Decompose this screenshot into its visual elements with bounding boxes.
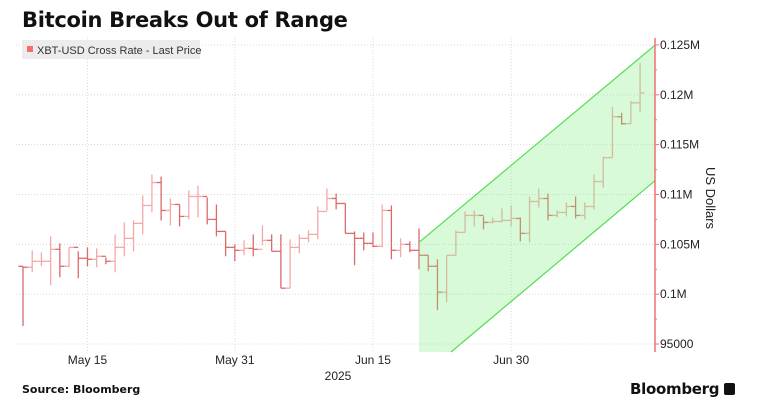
ohlc-bar: [82, 247, 93, 267]
ohlc-bar: [257, 225, 268, 250]
y-tick-label: 0.125M: [660, 38, 700, 52]
ohlc-bar: [626, 100, 636, 125]
ohlc-bar: [276, 234, 286, 289]
ohlc-bar: [184, 190, 194, 220]
legend-label: XBT-USD Cross Rate - Last Price: [37, 45, 201, 57]
ohlc-bar: [432, 259, 443, 311]
ohlc-bar: [174, 203, 185, 227]
ohlc-bar: [469, 210, 479, 227]
ohlc-bar: [211, 204, 222, 237]
ohlc-bar: [221, 230, 231, 257]
ohlc-bar: [561, 202, 571, 217]
ohlc-bar: [598, 156, 608, 188]
ohlc-bar: [534, 188, 544, 208]
ohlc-bar: [303, 230, 314, 243]
ohlc-bar: [478, 214, 489, 230]
ohlc-bar: [635, 62, 645, 112]
ohlc-bar: [580, 202, 590, 220]
ohlc-bar: [73, 246, 83, 279]
ohlc-bar: [524, 196, 535, 243]
y-tick-label: 0.11M: [660, 188, 692, 202]
ohlc-bar: [340, 202, 350, 235]
bloomberg-logo: Bloomberg: [630, 380, 736, 398]
ohlc-bar: [110, 234, 120, 273]
ohlc-bar: [359, 232, 369, 251]
ohlc-bar: [607, 106, 618, 159]
ohlc-bar: [313, 206, 323, 240]
ohlc-bar: [506, 205, 516, 227]
ohlc-bar: [460, 211, 470, 234]
ohlc-bar: [248, 234, 258, 257]
channel-fill: [419, 45, 655, 352]
ohlc-bar: [156, 176, 166, 221]
chart-title: Bitcoin Breaks Out of Range: [22, 8, 348, 32]
x-tick-label: May 31: [215, 353, 255, 367]
ohlc-bar: [515, 217, 525, 242]
ohlc-bar: [322, 188, 332, 213]
y-axis-label: US Dollars: [703, 167, 718, 230]
y-tick-label: 0.115M: [660, 138, 699, 152]
ohlc-bar: [423, 254, 433, 272]
ohlc-bar: [617, 112, 627, 125]
ohlc-bar: [497, 208, 507, 223]
y-tick-label: 0.12M: [660, 88, 693, 102]
channel-lower-line: [450, 180, 656, 353]
ohlc-bar: [368, 232, 378, 248]
ohlc-bar: [285, 239, 295, 289]
ohlc-bar: [202, 195, 212, 225]
brand-name: Bloomberg: [630, 380, 720, 398]
y-tick-label: 0.1M: [660, 287, 687, 301]
ohlc-bar: [396, 238, 406, 258]
ohlc-bar: [55, 243, 65, 278]
y-tick-label: 0.105M: [660, 237, 700, 251]
ohlc-bar: [377, 204, 387, 248]
ohlc-bar: [349, 231, 360, 266]
ohlc-bar: [193, 185, 203, 218]
ohlc-bar: [451, 230, 461, 256]
bloomberg-chart-icon: [724, 383, 736, 395]
ohlc-bar: [405, 241, 415, 253]
ohlc-bar: [128, 220, 139, 252]
ohlc-bar: [101, 255, 111, 265]
ohlc-bar: [46, 236, 56, 286]
x-axis-year: 2025: [325, 369, 352, 383]
ohlc-bar: [589, 174, 599, 210]
legend: XBT-USD Cross Rate - Last Price: [22, 40, 201, 59]
ohlc-bar: [414, 228, 424, 270]
ohlc-bar: [552, 210, 562, 218]
ohlc-bar: [165, 198, 175, 226]
source-note: Source: Bloomberg: [22, 383, 141, 396]
ohlc-bar: [147, 174, 157, 213]
ohlc-bar: [239, 240, 249, 256]
ohlc-bar: [331, 193, 341, 210]
x-tick-label: Jun 15: [355, 353, 391, 367]
ohlc-bar: [230, 244, 240, 262]
ohlc-bar: [442, 254, 452, 303]
ohlc-bar: [386, 205, 396, 260]
ohlc-bar: [543, 193, 553, 221]
legend-box: [22, 40, 200, 59]
ohlc-bar: [488, 217, 498, 224]
x-tick-label: May 15: [68, 353, 108, 367]
ohlc-bar: [119, 222, 129, 257]
ohlc-bar: [294, 234, 304, 254]
ohlc-bar: [571, 196, 581, 219]
channel-upper-line: [418, 44, 656, 243]
ohlc-bar: [27, 250, 37, 273]
ohlc-bar: [138, 195, 148, 235]
ohlc-bar: [64, 246, 74, 268]
x-tick-label: Jun 30: [493, 353, 529, 367]
ohlc-bar: [267, 234, 277, 252]
ohlc-bar: [18, 265, 28, 327]
ohlc-bar: [36, 252, 47, 267]
ohlc-bar: [92, 248, 102, 268]
legend-swatch: [27, 46, 33, 52]
y-tick-label: 95000: [660, 337, 694, 351]
